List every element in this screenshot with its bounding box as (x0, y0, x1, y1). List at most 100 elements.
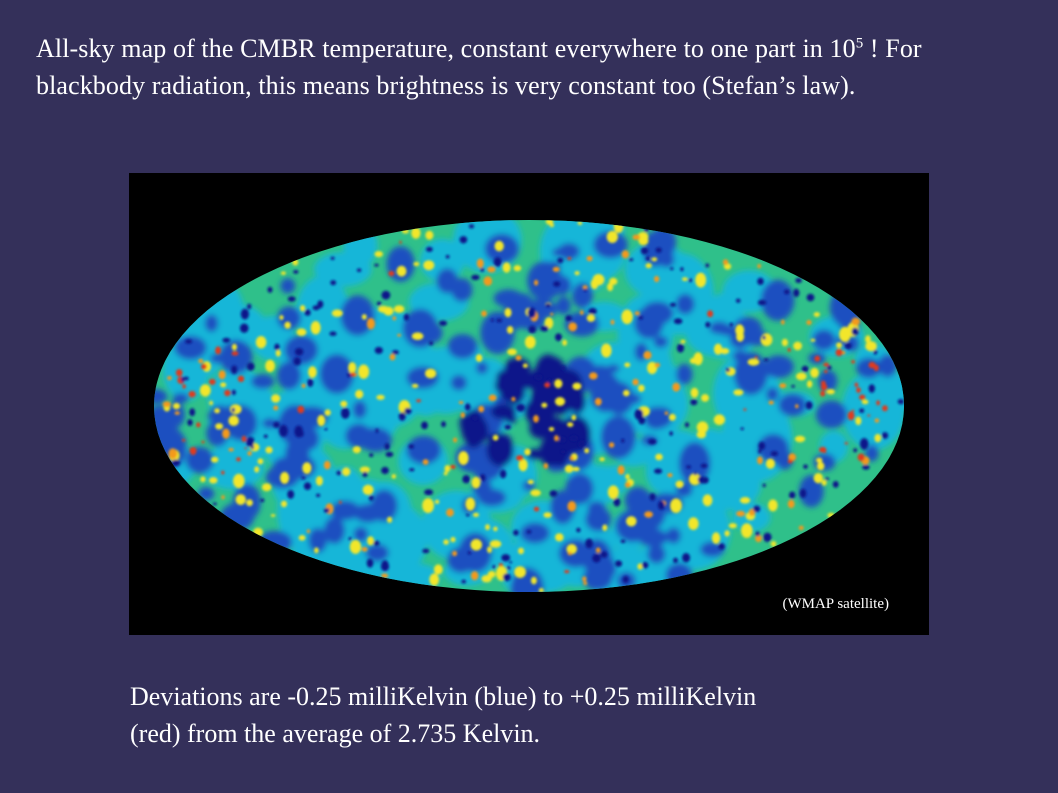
map-blue-speckle (718, 543, 725, 550)
map-orange-spot (795, 404, 799, 409)
map-red-spot (754, 356, 758, 359)
map-red-spot (339, 500, 342, 504)
map-blue-speckle (789, 491, 796, 499)
map-blue-speckle (545, 303, 551, 308)
map-blue-patch (700, 541, 725, 557)
map-blue-speckle (369, 453, 374, 457)
deviation-line-2: (red) from the average of 2.735 Kelvin. (130, 719, 541, 748)
map-blue-patch (678, 441, 711, 485)
map-blue-speckle (676, 343, 685, 353)
map-blue-speckle (673, 557, 678, 563)
map-blue-patch (865, 444, 879, 462)
map-orange-spot (757, 456, 763, 465)
cmbr-map-panel: (WMAP satellite) (129, 173, 929, 635)
map-blue-speckle (468, 224, 475, 229)
map-blue-patch (278, 404, 312, 446)
map-blue-speckle (384, 443, 390, 450)
map-blue-patch (607, 364, 620, 373)
map-yellow-spot (770, 541, 777, 547)
map-blue-speckle (669, 431, 673, 436)
map-blue-speckle (853, 448, 858, 453)
map-blue-speckle (615, 560, 623, 567)
map-blue-speckle (171, 459, 181, 467)
map-blue-speckle (655, 247, 662, 253)
map-orange-spot (781, 319, 785, 325)
map-red-spot (743, 408, 747, 411)
map-blue-speckle (516, 403, 526, 412)
map-blue-speckle (621, 438, 625, 443)
map-yellow-spot (682, 277, 688, 281)
map-yellow-spot (813, 473, 823, 484)
map-blue-speckle (859, 438, 869, 450)
map-blue-speckle (634, 408, 644, 420)
map-orange-spot (476, 258, 484, 269)
map-yellow-spot (675, 480, 684, 489)
map-blue-speckle (705, 321, 711, 328)
map-orange-spot (621, 250, 630, 259)
map-blue-patch (323, 516, 345, 544)
map-blue-speckle (502, 573, 511, 582)
map-yellow-spot (518, 458, 528, 472)
map-yellow-spot (340, 400, 348, 408)
map-yellow-spot (625, 473, 630, 480)
map-yellow-spot (494, 240, 504, 252)
map-orange-spot (381, 573, 389, 579)
map-orange-spot (654, 275, 660, 283)
map-blue-speckle (643, 226, 649, 233)
map-blue-speckle (294, 348, 304, 356)
map-blue-speckle (499, 469, 507, 479)
map-yellow-spot (246, 499, 253, 507)
map-yellow-spot (623, 389, 630, 397)
map-orange-spot (589, 372, 598, 380)
map-blue-speckle (588, 307, 597, 315)
map-yellow-spot (317, 414, 326, 427)
map-yellow-spot (257, 458, 264, 465)
map-red-spot (449, 464, 456, 469)
map-red-spot (201, 363, 207, 370)
map-blue-speckle (805, 401, 813, 410)
map-blue-speckle (641, 561, 649, 569)
map-blue-speckle (428, 341, 434, 346)
map-blue-patch (653, 335, 668, 348)
map-yellow-spot (796, 372, 807, 381)
map-orange-spot (422, 459, 429, 465)
map-orange-spot (550, 312, 554, 316)
map-orange-spot (221, 495, 225, 500)
map-yellow-spot (443, 539, 449, 545)
map-blue-speckle (336, 470, 342, 476)
map-orange-spot (323, 460, 331, 470)
map-yellow-spot (253, 527, 263, 537)
map-orange-spot (198, 358, 204, 364)
map-red-spot (399, 240, 402, 244)
map-yellow-spot (434, 499, 440, 504)
map-yellow-spot (411, 332, 424, 340)
map-blue-speckle (368, 495, 374, 501)
map-orange-spot (481, 310, 487, 317)
map-red-spot (175, 369, 183, 377)
map-orange-spot (672, 382, 681, 392)
map-red-spot (225, 393, 229, 397)
map-yellow-spot (816, 457, 823, 463)
map-orange-spot (228, 447, 234, 452)
map-red-spot (236, 457, 241, 462)
map-blue-speckle (881, 432, 889, 439)
map-blue-speckle (558, 436, 567, 443)
map-orange-spot (567, 501, 577, 512)
map-red-spot (787, 459, 793, 464)
map-orange-spot (534, 279, 539, 286)
map-orange-spot (768, 400, 774, 405)
map-blue-speckle (189, 408, 196, 417)
map-yellow-spot (199, 384, 211, 397)
map-yellow-spot (567, 422, 574, 427)
map-yellow-spot (261, 483, 272, 492)
map-cyan-patch (343, 223, 378, 267)
map-red-spot (876, 400, 880, 406)
map-blue-patch (258, 530, 293, 554)
map-caption: (WMAP satellite) (782, 596, 889, 612)
map-yellow-spot (765, 458, 776, 469)
map-yellow-spot (624, 362, 631, 368)
map-yellow-spot (827, 512, 835, 518)
map-cold-spot (529, 417, 552, 439)
map-blue-speckle (527, 307, 536, 319)
